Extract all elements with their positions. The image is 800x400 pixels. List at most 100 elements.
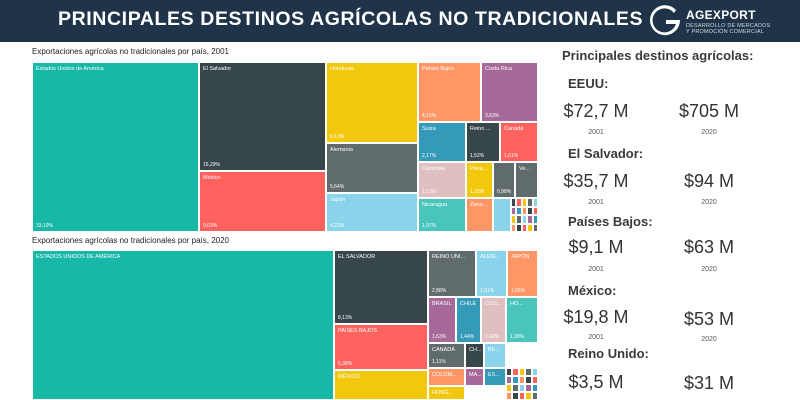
treemap-2001-small-tile[interactable] (521, 215, 528, 224)
tile-label: MÉXICO (338, 374, 360, 380)
treemap-2020-small-tile[interactable] (506, 384, 513, 392)
treemap-2020-tile[interactable]: EL SALVADOR 8,13% (334, 250, 428, 324)
treemap-2001-small-tile[interactable] (516, 223, 522, 232)
treemap-2001-small-tile[interactable] (532, 215, 538, 224)
treemap-2001-small-tile[interactable] (521, 198, 528, 207)
treemap-2020-tile[interactable]: ES... (484, 368, 506, 386)
treemap-2020-small-tile[interactable] (531, 368, 538, 376)
treemap-2020-tile[interactable]: COS... 1,42% (481, 297, 506, 343)
treemap-2020-title: Exportaciones agrícolas no tradicionales… (32, 236, 230, 245)
treemap-2020-small-tile[interactable] (518, 384, 526, 392)
logo-subtitle: DESARROLLO DE MERCADOS (686, 23, 771, 29)
treemap-2001-small-tile[interactable] (532, 198, 538, 207)
treemap-2020-small-tile[interactable] (506, 368, 513, 376)
tile-label: CH... (469, 347, 482, 353)
treemap-2001-title: Exportaciones agrícolas no tradicionales… (32, 47, 230, 56)
treemap-2001-small-tile[interactable] (516, 206, 522, 215)
treemap-2020-small-tile[interactable] (525, 368, 532, 376)
tile-percentage: 4,15% (422, 113, 437, 119)
tile-label: Estados Unidos de América (36, 66, 104, 72)
treemap-2001-small-tile[interactable] (527, 215, 533, 224)
treemap-2020-small-tile[interactable] (512, 376, 519, 384)
value-2020: $705 M (678, 101, 740, 121)
treemap-2001-small-tile[interactable] (532, 223, 538, 232)
tile-label: CHILE (460, 301, 477, 307)
treemap-2001[interactable]: Estados Unidos de América 33,19% El Salvad… (32, 62, 538, 232)
treemap-2020-tile[interactable]: COLOM... (428, 368, 465, 386)
treemap-2001-small-tile[interactable] (511, 206, 517, 215)
treemap-2020-tile[interactable]: PAÍSES BAJOS 5,38% (334, 324, 428, 370)
treemap-2001-tile[interactable]: Colombia 1,13% (418, 162, 466, 198)
treemap-2001-tile[interactable]: Suiza 2,17% (418, 122, 466, 162)
treemap-2001-tile[interactable]: Japón 4,22% (326, 193, 418, 232)
treemap-2020-small-tile[interactable] (506, 376, 513, 384)
treemap-2001-tile[interactable]: Pana... 1,22% (466, 162, 493, 198)
value-2001: $19,8 M (563, 307, 629, 327)
treemap-2020-small-tile[interactable] (518, 368, 526, 376)
treemap-2001-tile[interactable]: Alemania 5,64% (326, 143, 418, 193)
treemap-2020-tile[interactable]: CANADÁ 1,11% (428, 343, 465, 368)
treemap-2020-small-tile[interactable] (525, 384, 532, 392)
treemap-2001-small-tile[interactable] (521, 223, 528, 232)
country-label-mexico: México: (568, 283, 617, 298)
treemap-2001-small-tile[interactable] (527, 198, 533, 207)
treemap-2001-tile[interactable]: 0,98% (493, 162, 515, 198)
treemap-2001-small-tile[interactable] (527, 223, 533, 232)
treemap-2020-small-tile[interactable] (512, 368, 519, 376)
summary-title: Principales destinos agrícolas: (562, 48, 754, 63)
tile-label: Japón (330, 197, 345, 203)
treemap-2001-tile[interactable]: Reino ... 1,52% (466, 122, 500, 162)
treemap-2020-tile[interactable]: BE... (484, 343, 506, 368)
treemap-2001-tile[interactable]: Estados Unidos de América 33,19% (32, 62, 199, 232)
treemap-2020-tile[interactable]: HONG... (428, 386, 465, 400)
treemap-2020-tile[interactable]: CHILE 1,44% (456, 297, 481, 343)
treemap-2020-tile[interactable]: MÉXICO (334, 370, 428, 400)
treemap-2020-tile[interactable]: BRASIL 1,63% (428, 297, 456, 343)
treemap-2001-small-tile[interactable] (516, 198, 522, 207)
treemap-2020-small-tile[interactable] (512, 384, 519, 392)
treemap-2001-tile[interactable] (493, 198, 511, 232)
treemap-2020-tile[interactable]: MA... (465, 368, 484, 386)
treemap-2001-small-tile[interactable] (511, 223, 517, 232)
treemap-2020-tile[interactable]: ALEM... 1,91% (476, 250, 507, 297)
tile-label: MA... (469, 372, 482, 378)
treemap-2020-tile[interactable]: ESTADOS UNIDOS DE AMÉRICA (32, 250, 334, 400)
treemap-2001-tile[interactable]: Países Bajos 4,15% (418, 62, 481, 122)
treemap-2001-small-tile[interactable] (516, 215, 522, 224)
tile-label: JAPÓN (511, 254, 530, 260)
treemap-2020-tile[interactable]: JAPÓN 1,65% (507, 250, 538, 297)
treemap-2001-small-tile[interactable] (521, 206, 528, 215)
country-label-el-salvador: El Salvador: (568, 146, 644, 161)
treemap-2001-tile[interactable]: México 9,03% (199, 171, 326, 232)
treemap-2020-small-tile[interactable] (531, 376, 538, 384)
tile-label: Costa Rica (485, 66, 512, 72)
treemap-2001-tile[interactable]: Canadá 1,61% (500, 122, 538, 162)
treemap-2001-small-tile[interactable] (527, 206, 533, 215)
year-label: 2020 (701, 199, 717, 206)
treemap-2001-tile[interactable]: El Salvador 16,29% (199, 62, 326, 171)
treemap-2001-small-tile[interactable] (511, 215, 517, 224)
treemap-2001-tile[interactable]: Nicaragua 1,97% (418, 198, 466, 232)
treemap-2001-tile[interactable]: Costa Rica 3,63% (481, 62, 538, 122)
year-label: 2001 (588, 199, 604, 206)
tile-percentage: 1,42% (485, 334, 500, 340)
tile-label: ESTADOS UNIDOS DE AMÉRICA (36, 254, 121, 260)
tile-label: Suiza (422, 126, 436, 132)
treemap-2020-tile[interactable]: REINO UNI... 2,88% (428, 250, 476, 297)
treemap-2020[interactable]: ESTADOS UNIDOS DE AMÉRICA EL SALVADOR 8,13… (32, 250, 538, 400)
treemap-2001-tile[interactable]: Ve... (515, 162, 538, 198)
treemap-2020-small-tile[interactable] (518, 376, 526, 384)
treemap-2020-tile[interactable]: HO... 1,38% (506, 297, 538, 343)
tile-label: REINO UNI... (432, 254, 466, 260)
treemap-2001-tile[interactable]: Zona... (466, 198, 493, 232)
tile-label: HO... (510, 301, 523, 307)
treemap-2001-small-tile[interactable] (511, 198, 517, 207)
treemap-2020-tile[interactable]: CH... (465, 343, 484, 368)
tile-percentage: 16,29% (203, 162, 220, 168)
treemap-2020-small-tile[interactable] (531, 392, 538, 400)
treemap-2020-small-tile[interactable] (525, 376, 532, 384)
treemap-2001-small-tile[interactable] (532, 206, 538, 215)
tile-label: Pana... (470, 166, 488, 172)
treemap-2001-tile[interactable]: Honduras 6,13% (326, 62, 418, 143)
treemap-2020-small-tile[interactable] (531, 384, 538, 392)
